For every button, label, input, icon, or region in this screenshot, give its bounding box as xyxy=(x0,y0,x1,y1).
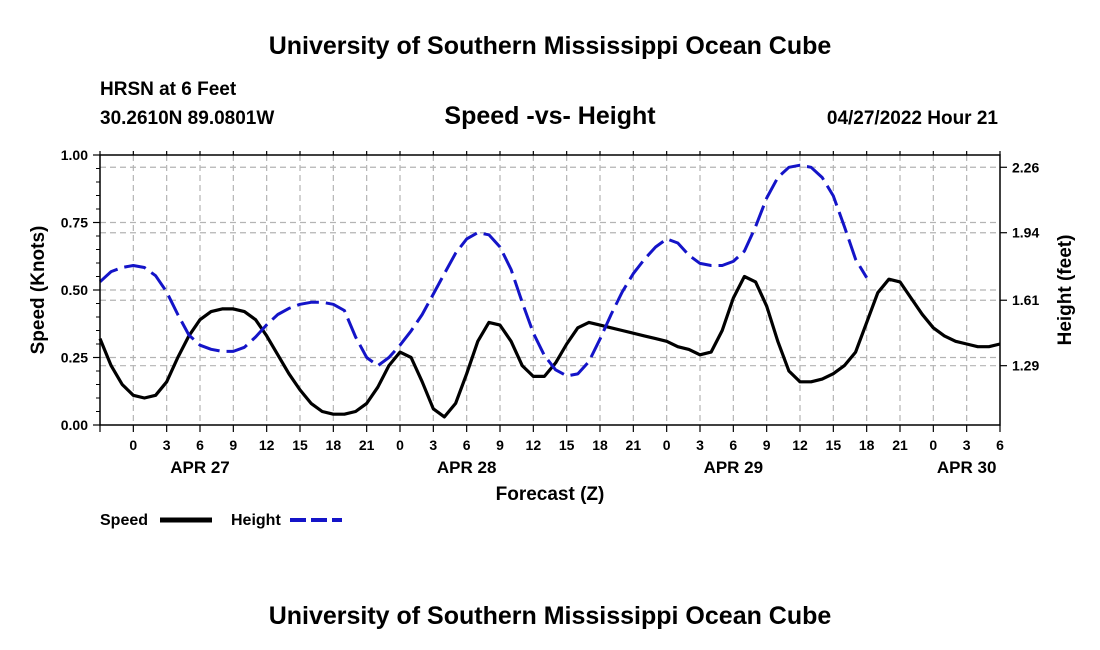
x-tick-label: 21 xyxy=(359,437,375,453)
x-tick-label: 3 xyxy=(696,437,704,453)
legend: Speed Height xyxy=(100,512,342,529)
x-date-label: APR 28 xyxy=(437,458,497,477)
x-tick-label: 15 xyxy=(292,437,308,453)
y-tick-label: 1.00 xyxy=(61,147,88,163)
speed-series-line xyxy=(98,274,1001,419)
x-tick-label: 12 xyxy=(526,437,542,453)
y2-axis-label: Height (feet) xyxy=(1055,235,1076,346)
x-tick-label: 9 xyxy=(763,437,771,453)
x-tick-label: 12 xyxy=(792,437,808,453)
x-tick-label: 9 xyxy=(496,437,504,453)
x-tick-label: 15 xyxy=(826,437,842,453)
forecast-timestamp: 04/27/2022 Hour 21 xyxy=(827,108,999,129)
footer-title: University of Southern Mississippi Ocean… xyxy=(269,602,832,630)
x-tick-label: 21 xyxy=(626,437,642,453)
x-tick-label: 15 xyxy=(559,437,575,453)
page-title: University of Southern Mississippi Ocean… xyxy=(269,32,832,60)
x-tick-label: 21 xyxy=(892,437,908,453)
chart-title: Speed -vs- Height xyxy=(444,102,656,130)
legend-speed-label: Speed xyxy=(100,512,148,529)
y2-tick-label: 1.29 xyxy=(1012,358,1039,374)
grid xyxy=(100,155,1000,425)
y-tick-label: 0.00 xyxy=(61,417,88,433)
x-axis-label: Forecast (Z) xyxy=(496,484,605,505)
legend-height-label: Height xyxy=(231,512,281,529)
station-coordinates: 30.2610N 89.0801W xyxy=(100,108,274,129)
y-tick-label: 0.50 xyxy=(61,282,88,298)
x-tick-label: 3 xyxy=(963,437,971,453)
x-tick-label: 6 xyxy=(996,437,1004,453)
height-series-line xyxy=(98,163,868,378)
x-tick-label: 18 xyxy=(592,437,608,453)
y-tick-label: 0.25 xyxy=(61,350,88,366)
x-tick-label: 6 xyxy=(463,437,471,453)
axes: 0 3 6 9 12 15 18 21 0 3 6 9 12 15 18 21 0 3 6 9 12 15 18 21 0 3 6 A… xyxy=(61,147,1040,477)
x-tick-label: 3 xyxy=(163,437,171,453)
x-tick-label: 6 xyxy=(196,437,204,453)
y-axis-label: Speed (Knots) xyxy=(28,226,49,355)
y2-tick-label: 1.94 xyxy=(1012,225,1039,241)
x-tick-label: 0 xyxy=(129,437,137,453)
x-date-label: APR 27 xyxy=(170,458,230,477)
x-tick-label: 3 xyxy=(429,437,437,453)
x-tick-label: 0 xyxy=(396,437,404,453)
y2-tick-label: 1.61 xyxy=(1012,292,1039,308)
y2-tick-label: 2.26 xyxy=(1012,159,1039,175)
series-layer xyxy=(98,163,1001,419)
y-tick-label: 0.75 xyxy=(61,215,88,231)
x-tick-label: 9 xyxy=(229,437,237,453)
x-tick-label: 0 xyxy=(929,437,937,453)
x-date-label: APR 29 xyxy=(704,458,764,477)
x-tick-label: 0 xyxy=(663,437,671,453)
station-name: HRSN at 6 Feet xyxy=(100,79,237,100)
x-tick-label: 18 xyxy=(326,437,342,453)
x-tick-label: 18 xyxy=(859,437,875,453)
x-date-label: APR 30 xyxy=(937,458,997,477)
x-tick-label: 6 xyxy=(729,437,737,453)
x-tick-label: 12 xyxy=(259,437,275,453)
